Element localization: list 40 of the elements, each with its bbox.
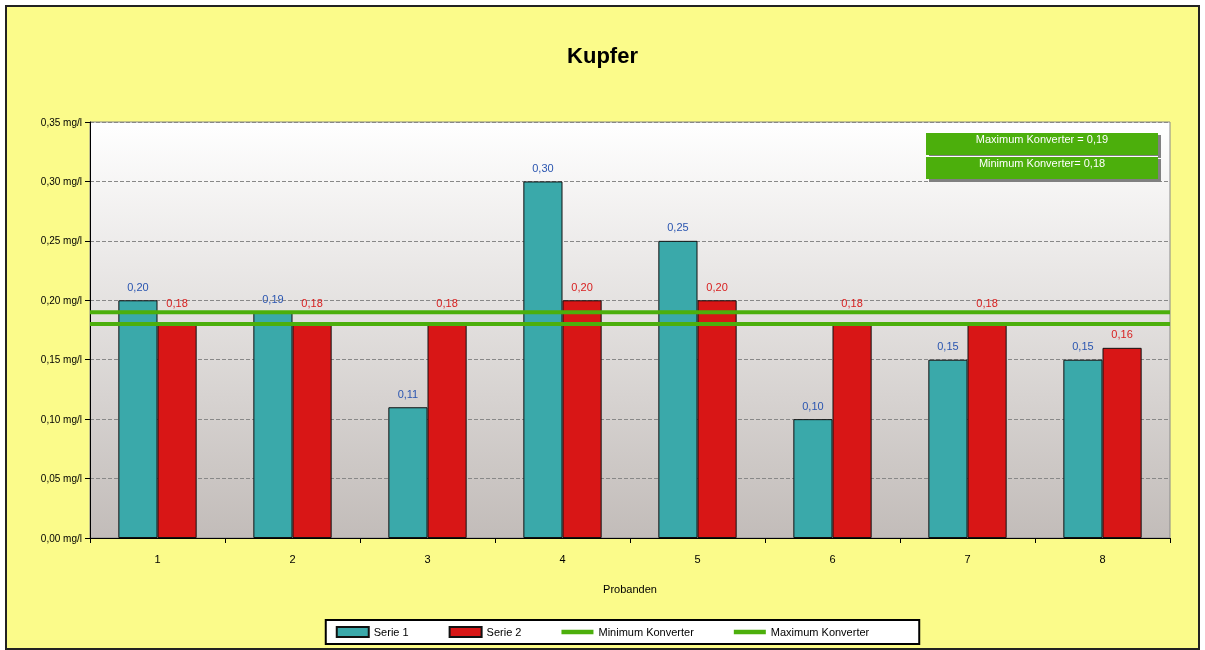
- y-tick-label: 0,05 mg/l: [40, 473, 82, 485]
- x-tick-label: 4: [559, 552, 566, 565]
- data-label: 0,18: [436, 296, 458, 309]
- data-label: 0,20: [706, 280, 728, 293]
- legend-label: Serie 2: [486, 626, 522, 638]
- data-label: 0,20: [127, 280, 149, 293]
- data-label: 0,15: [1072, 340, 1094, 353]
- legend-label: Minimum Konverter: [598, 626, 695, 638]
- data-label: 0,20: [571, 280, 593, 293]
- x-tick-label: 7: [964, 552, 971, 565]
- x-axis-title: Probanden: [603, 582, 657, 595]
- data-label: 0,15: [937, 340, 959, 353]
- data-label: 0,10: [802, 399, 824, 412]
- y-tick-label: 0,35 mg/l: [40, 116, 82, 128]
- data-label: 0,11: [397, 387, 419, 400]
- x-tick-label: 2: [289, 552, 296, 565]
- data-label: 0,19: [262, 292, 284, 305]
- y-tick-label: 0,25 mg/l: [40, 235, 82, 247]
- data-label: 0,18: [976, 296, 998, 309]
- legend-label: Serie 1: [373, 626, 409, 638]
- x-tick-label: 8: [1099, 552, 1106, 565]
- data-label: 0,18: [166, 296, 188, 309]
- y-tick-label: 0,20 mg/l: [40, 294, 82, 306]
- note-box: Minimum Konverter= 0,18: [926, 156, 1158, 179]
- y-tick-label: 0,00 mg/l: [40, 532, 82, 544]
- legend-label: Maximum Konverter: [770, 626, 870, 638]
- x-tick-label: 1: [154, 552, 161, 565]
- y-tick-label: 0,15 mg/l: [40, 354, 82, 366]
- data-label: 0,16: [1111, 328, 1133, 341]
- x-tick-label: 3: [424, 552, 431, 565]
- y-tick-label: 0,30 mg/l: [40, 175, 82, 187]
- x-tick-label: 5: [694, 552, 701, 565]
- data-label: 0,25: [667, 221, 689, 234]
- y-tick-label: 0,10 mg/l: [40, 413, 82, 425]
- data-label: 0,18: [301, 296, 323, 309]
- chart-title: Kupfer: [567, 42, 639, 68]
- x-tick-label: 6: [829, 552, 836, 565]
- note-box: Maximum Konverter = 0,19: [926, 132, 1158, 155]
- data-label: 0,30: [532, 161, 554, 174]
- data-label: 0,18: [841, 296, 863, 309]
